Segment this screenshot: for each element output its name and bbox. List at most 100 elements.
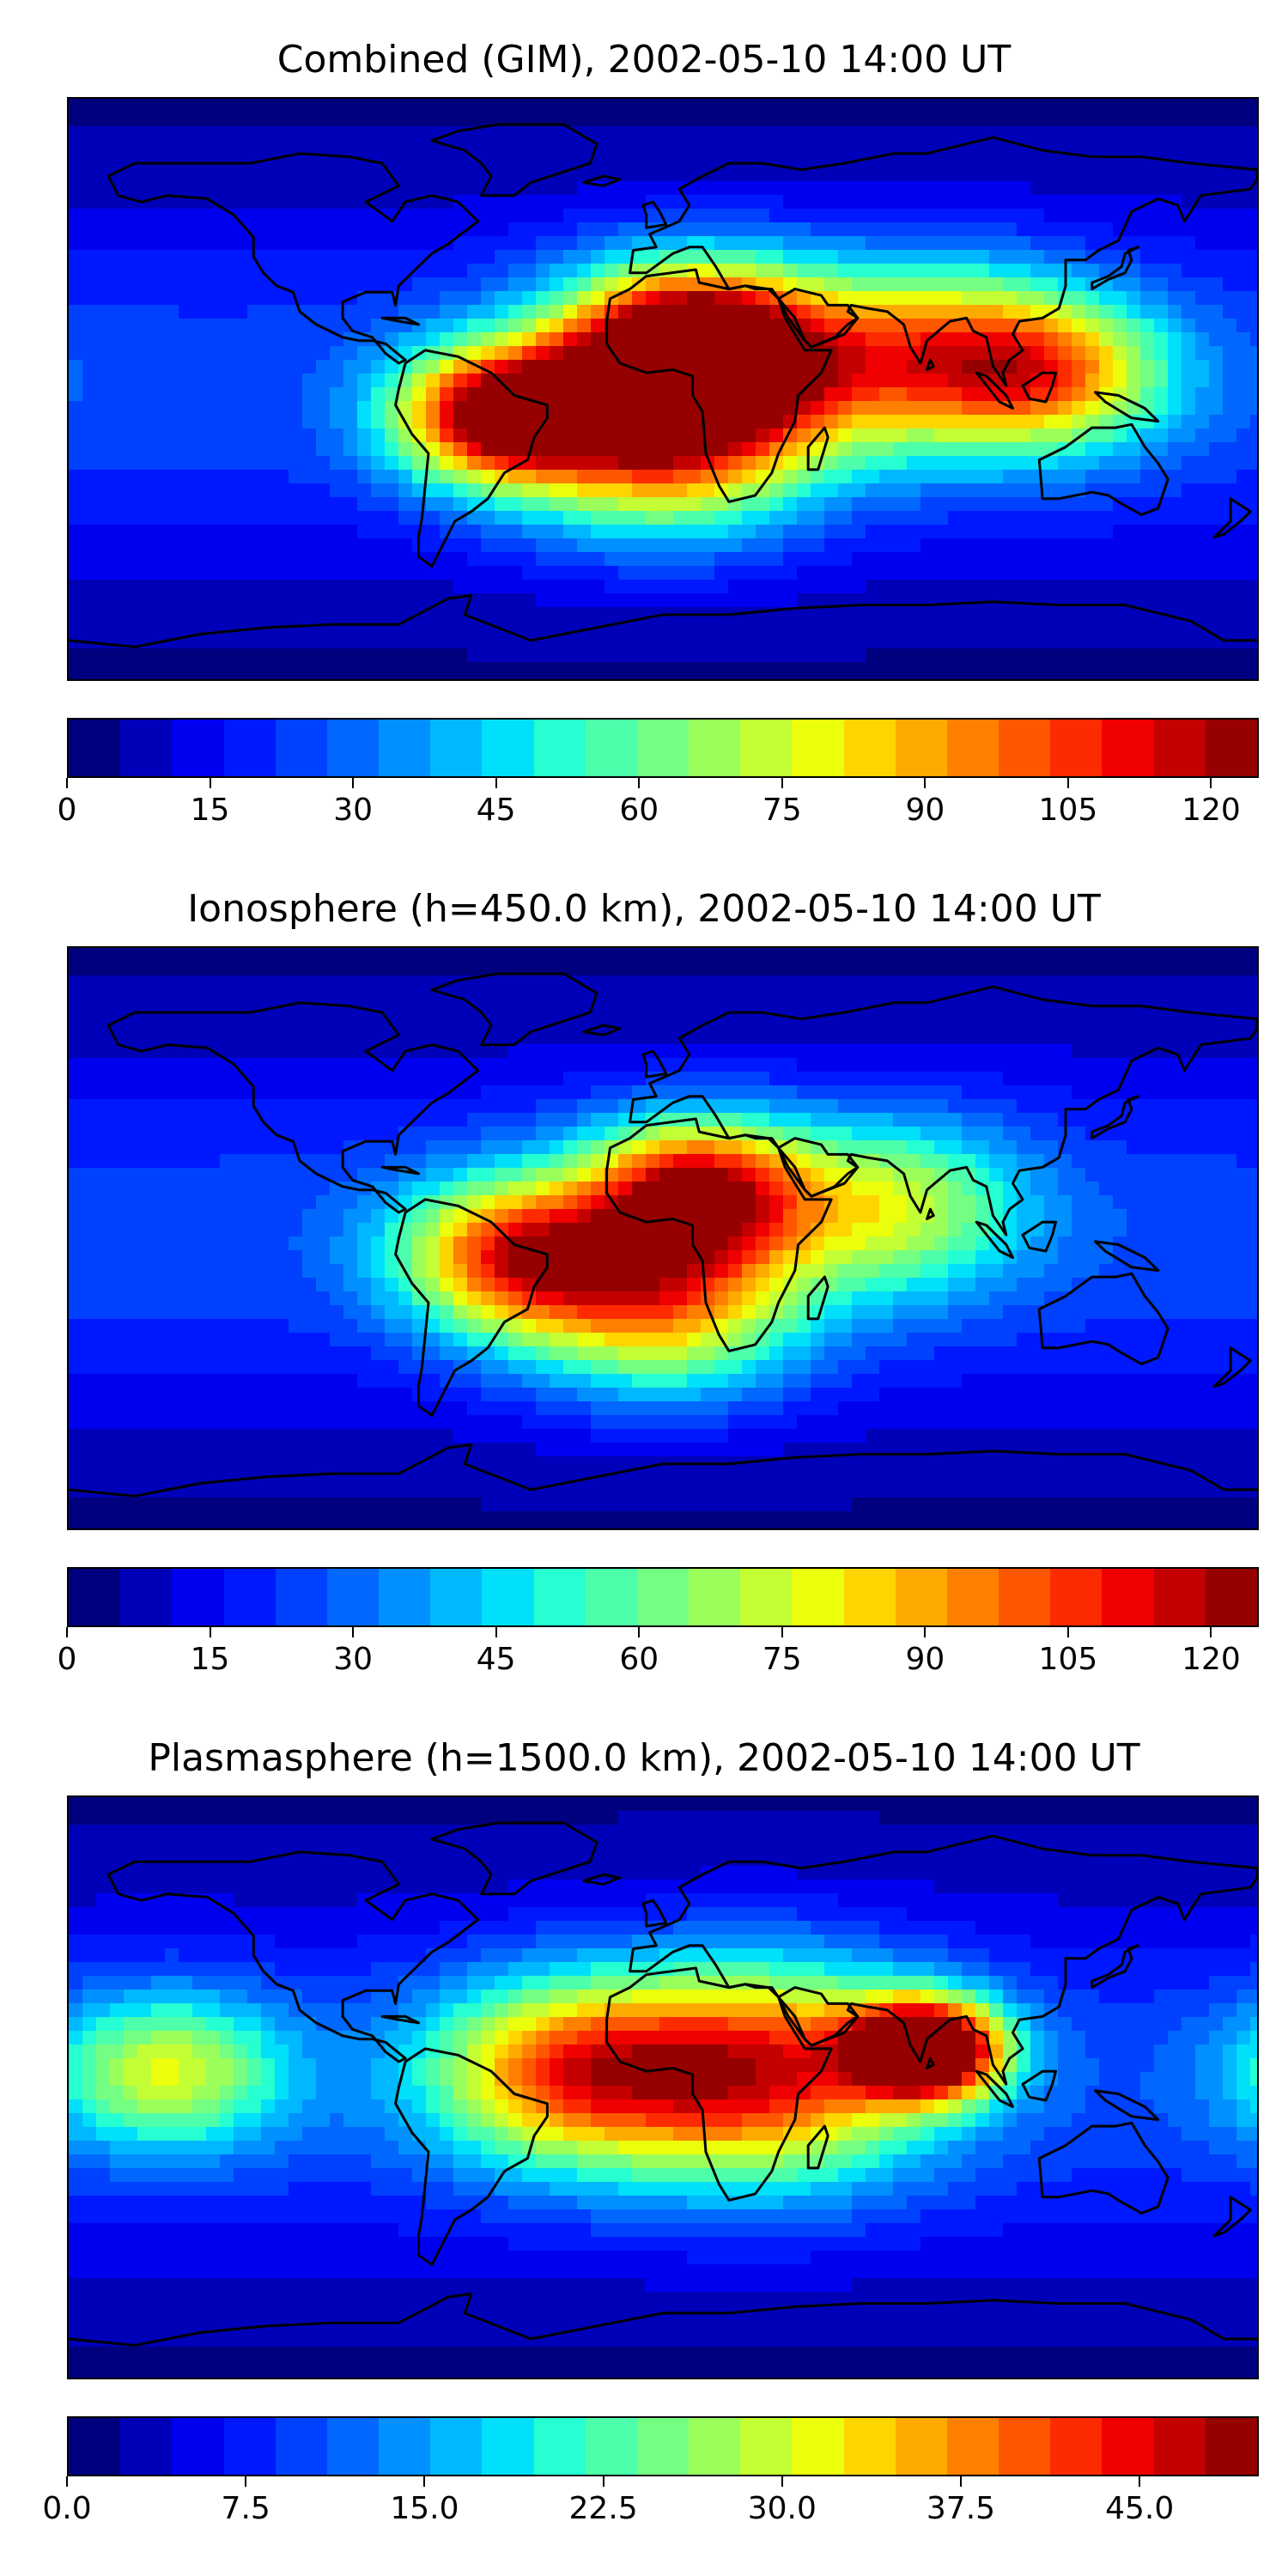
field-cell: [165, 277, 179, 292]
field-cell: [1003, 497, 1018, 512]
field-cell: [1017, 470, 1031, 484]
field-cell: [289, 552, 303, 567]
field-cell: [1072, 1030, 1086, 1045]
field-cell: [824, 566, 839, 580]
field-cell: [1099, 607, 1114, 622]
field-cell: [879, 1003, 894, 1018]
field-cell: [1168, 332, 1182, 347]
tick-label: 105: [1038, 793, 1098, 828]
field-cell: [1154, 662, 1169, 677]
field-cell: [192, 332, 207, 347]
field-cell: [907, 442, 921, 457]
field-cell: [783, 250, 798, 264]
field-cell: [1072, 1044, 1086, 1059]
field-cell: [975, 635, 990, 649]
field-cell: [893, 428, 908, 443]
field-cell: [1250, 442, 1257, 457]
field-cell: [852, 332, 866, 347]
field-cell: [440, 99, 454, 113]
field-cell: [1236, 1099, 1251, 1114]
field-cell: [495, 483, 509, 498]
field-cell: [508, 291, 523, 306]
field-cell: [591, 332, 605, 347]
field-cell: [563, 1072, 578, 1086]
field-cell: [82, 1113, 97, 1127]
field-cell: [440, 277, 454, 292]
field-cell: [508, 222, 523, 237]
field-cell: [1058, 154, 1072, 168]
field-cell: [1236, 621, 1251, 635]
field-cell: [96, 442, 111, 457]
field-cell: [1113, 511, 1127, 526]
field-cell: [316, 428, 331, 443]
field-cell: [151, 415, 166, 429]
field-cell: [907, 621, 921, 635]
field-cell: [1195, 319, 1210, 333]
field-cell: [893, 415, 908, 429]
field-cell: [618, 648, 633, 663]
field-cell: [1209, 962, 1224, 976]
field-cell: [522, 552, 537, 567]
field-cell: [1195, 538, 1210, 553]
field-cell: [481, 470, 495, 484]
field-cell: [591, 1044, 605, 1059]
field-cell: [371, 401, 386, 416]
field-cell: [385, 975, 399, 990]
field-cell: [357, 621, 372, 635]
field-cell: [632, 99, 647, 113]
field-cell: [659, 538, 674, 553]
field-cell: [1250, 126, 1257, 141]
field-cell: [1154, 1072, 1169, 1086]
field-cell: [1182, 401, 1196, 416]
field-cell: [920, 222, 935, 237]
field-cell: [110, 1072, 125, 1086]
field-cell: [1236, 264, 1251, 278]
field-cell: [302, 305, 317, 319]
field-cell: [453, 360, 468, 374]
field-cell: [783, 181, 798, 196]
field-cell: [838, 470, 853, 484]
field-cell: [110, 948, 125, 963]
field-cell: [1017, 209, 1031, 223]
field-cell: [797, 1085, 811, 1100]
field-cell: [330, 305, 344, 319]
field-cell: [398, 442, 413, 457]
field-cell: [1250, 154, 1257, 168]
field-cell: [1154, 1058, 1169, 1072]
field-cell: [302, 236, 317, 251]
field-cell: [687, 112, 702, 127]
field-cell: [1140, 332, 1155, 347]
field-cell: [659, 525, 674, 539]
field-cell: [618, 236, 633, 251]
field-cell: [220, 112, 234, 127]
field-cell: [1003, 593, 1018, 608]
field-cell: [714, 525, 729, 539]
field-cell: [1209, 236, 1224, 251]
field-cell: [536, 126, 550, 141]
field-cell: [728, 975, 743, 990]
field-cell: [302, 1003, 317, 1018]
field-cell: [563, 222, 578, 237]
field-cell: [82, 676, 97, 679]
field-cell: [824, 442, 839, 457]
field-cell: [907, 112, 921, 127]
field-cell: [893, 346, 908, 361]
field-cell: [975, 593, 990, 608]
field-cell: [495, 1003, 509, 1018]
field-cell: [742, 538, 756, 553]
field-cell: [1140, 264, 1155, 278]
field-cell: [1003, 676, 1018, 679]
field-cell: [934, 195, 949, 210]
field-cell: [1099, 1099, 1114, 1114]
field-cell: [948, 374, 963, 388]
field-cell: [673, 552, 688, 567]
field-cell: [824, 415, 839, 429]
field-cell: [742, 662, 756, 677]
field-cell: [124, 975, 138, 990]
field-cell: [302, 277, 317, 292]
field-cell: [591, 607, 605, 622]
field-cell: [1250, 428, 1257, 443]
field-cell: [289, 662, 303, 677]
field-cell: [261, 360, 276, 374]
field-cell: [577, 181, 592, 196]
